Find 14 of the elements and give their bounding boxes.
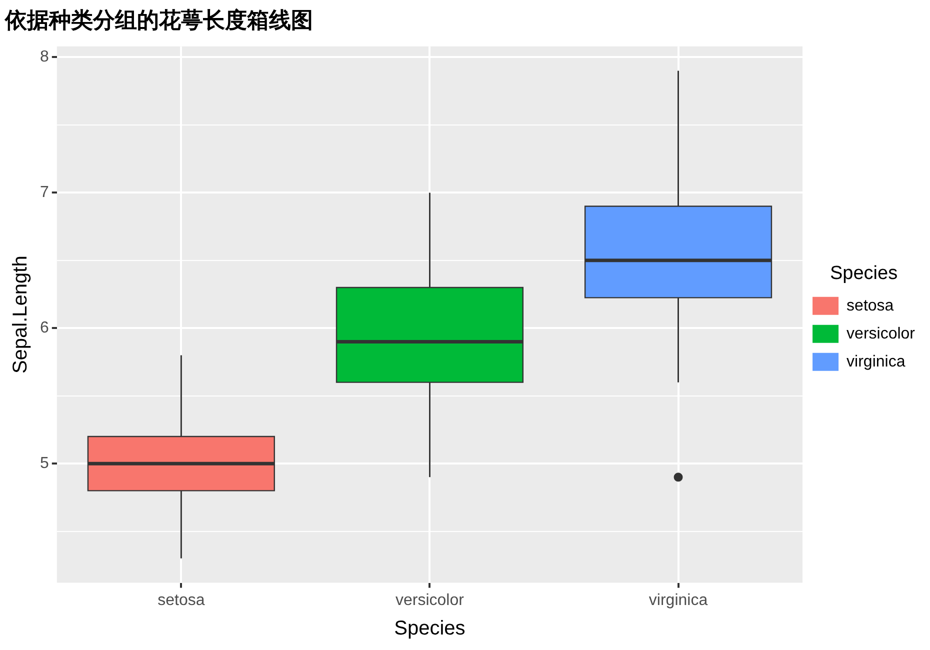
- legend-label: setosa: [846, 297, 894, 314]
- y-tick-label: 6: [40, 320, 49, 337]
- legend-title: Species: [830, 262, 898, 284]
- chart-title: 依据种类分组的花萼长度箱线图: [4, 7, 313, 32]
- x-tick-label: virginica: [648, 592, 708, 609]
- y-tick-label: 7: [40, 184, 49, 202]
- x-tick-label: versicolor: [395, 592, 465, 609]
- y-tick-label: 5: [40, 455, 49, 472]
- y-axis-title: Sepal.Length: [10, 256, 32, 374]
- x-axis-title: Species: [394, 618, 466, 640]
- x-tick-label: setosa: [158, 592, 205, 609]
- y-tick-label: 8: [40, 48, 49, 66]
- legend-label: versicolor: [846, 325, 916, 342]
- legend-label: virginica: [846, 353, 906, 370]
